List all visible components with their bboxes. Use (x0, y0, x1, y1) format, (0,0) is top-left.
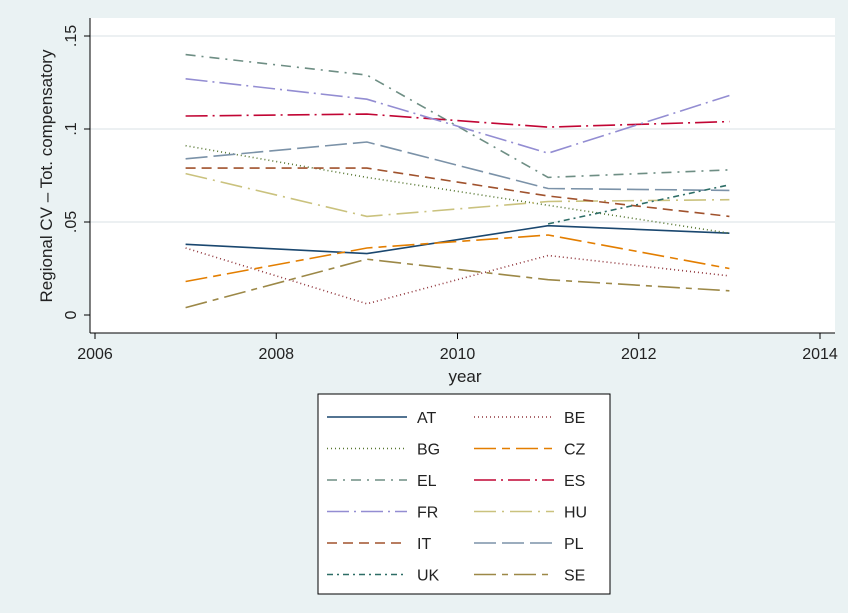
legend-label-bg: BG (417, 442, 440, 459)
series-line-hu (185, 172, 730, 218)
series-line-pl (185, 141, 730, 192)
x-axis-title: year (448, 367, 481, 386)
legend: AT BE BG CZ EL ES FR HU IT PL UK SE (327, 410, 587, 585)
series-line-cz (185, 234, 730, 283)
series-line-fr (185, 78, 730, 155)
series-group (185, 53, 730, 309)
series-line-be (185, 247, 730, 305)
legend-label-se: SE (564, 568, 585, 585)
legend-label-pl: PL (564, 536, 584, 553)
legend-label-fr: FR (417, 505, 438, 522)
y-axis-title: Regional CV – Tot. compensatory (37, 49, 56, 302)
legend-label-cz: CZ (564, 442, 586, 459)
x-tick-label: 2006 (77, 346, 113, 363)
y-tick-label: .1 (63, 122, 80, 135)
series-line-bg (185, 144, 730, 234)
x-tick-label: 2008 (258, 346, 294, 363)
axes (89, 18, 835, 334)
x-tick-label: 2010 (440, 346, 476, 363)
legend-label-es: ES (564, 473, 585, 490)
plot-area (90, 18, 835, 333)
legend-label-el: EL (417, 473, 437, 490)
series-line-uk (547, 184, 730, 225)
y-tick-label: .05 (63, 211, 80, 233)
y-tick-label: .15 (63, 25, 80, 47)
y-ticks: 0 .05 .1 .15 (63, 25, 90, 319)
series-line-se (185, 258, 730, 309)
series-line-it (185, 167, 730, 218)
x-tick-label: 2012 (621, 346, 657, 363)
legend-box (317, 393, 611, 595)
legend-label-uk: UK (417, 568, 440, 585)
legend-label-hu: HU (564, 505, 587, 522)
legend-label-at: AT (417, 410, 436, 427)
series-line-el (185, 53, 730, 179)
legend-label-it: IT (417, 536, 431, 553)
series-line-es (185, 113, 730, 128)
series-line-at (185, 224, 730, 255)
x-ticks: 2006 2008 2010 2012 2014 (77, 333, 838, 363)
legend-label-be: BE (564, 410, 585, 427)
y-tick-label: 0 (63, 310, 80, 319)
x-tick-label: 2014 (802, 346, 838, 363)
